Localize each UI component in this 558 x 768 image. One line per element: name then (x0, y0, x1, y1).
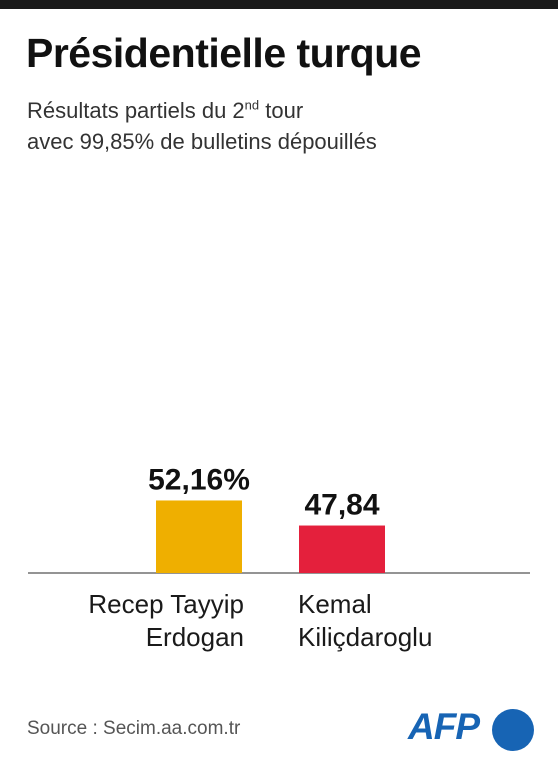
category-label-1-line-2: Erdogan (146, 622, 244, 652)
category-label-2-line-2: Kiliçdaroglu (298, 622, 432, 652)
category-label-2-line-1: Kemal (298, 589, 372, 619)
data-label-1: 52,16% (148, 463, 250, 496)
bar-2 (299, 525, 385, 573)
subtitle-line-1-end: tour (259, 98, 304, 123)
afp-logo-dot (492, 709, 534, 751)
subtitle-line-1: Résultats partiels du 2nd tour (27, 95, 377, 126)
data-label-2: 47,84 (304, 489, 379, 522)
bar-1 (156, 500, 242, 573)
chart-subtitle: Résultats partiels du 2nd tour avec 99,8… (27, 95, 377, 157)
category-label-1-line-1: Recep Tayyip (88, 589, 244, 619)
chart-title: Présidentielle turque (26, 30, 422, 76)
subtitle-line-2: avec 99,85% de bulletins dépouillés (27, 129, 377, 154)
subtitle-line-1-text: Résultats partiels du 2 (27, 98, 245, 123)
afp-logo-text: AFP (408, 706, 480, 747)
subtitle-superscript: nd (244, 97, 260, 113)
top-bar (0, 0, 558, 9)
source-credit: Source : Secim.aa.com.tr (27, 718, 241, 739)
